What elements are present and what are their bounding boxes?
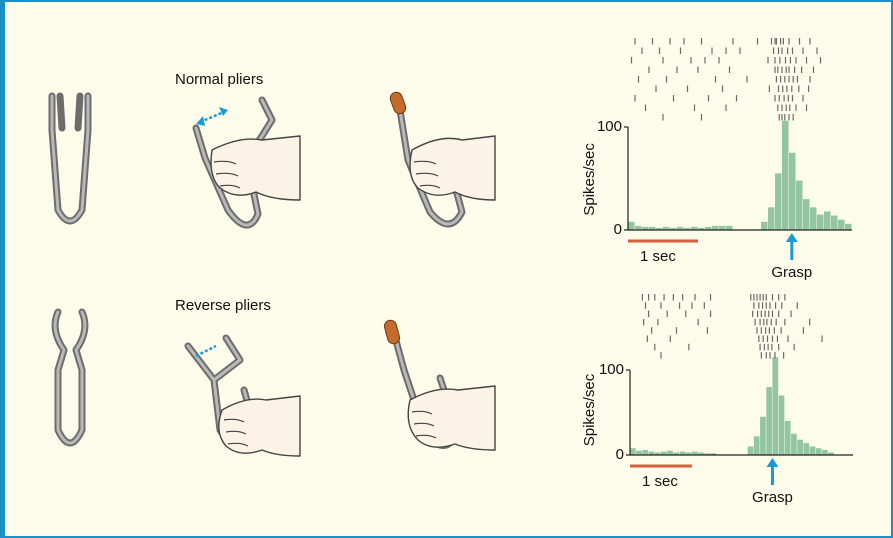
figure: Normal pliers Reverse pliers [0, 0, 893, 538]
bar [779, 396, 785, 456]
bar [817, 215, 824, 230]
bar [761, 222, 768, 230]
y-tick-label: 100 [597, 118, 622, 135]
bar [628, 222, 635, 230]
bar [810, 447, 816, 456]
panel-label: Normal pliers [175, 71, 263, 88]
bar [748, 447, 754, 456]
frame-edge [0, 0, 5, 538]
bar [796, 181, 803, 230]
y-axis-label: Spikes/sec [581, 373, 598, 446]
bar [782, 121, 789, 230]
bar [803, 443, 809, 455]
bar [803, 199, 810, 230]
bar [667, 451, 673, 455]
bar [636, 451, 642, 455]
bar [845, 224, 852, 230]
y-axis-label: Spikes/sec [581, 143, 598, 216]
bar [726, 226, 733, 230]
bar [816, 448, 822, 455]
scale-bar-label: 1 sec [642, 473, 678, 490]
bar [719, 226, 726, 230]
panel-label: Reverse pliers [175, 297, 271, 314]
frame [1, 1, 892, 537]
y-tick-label: 100 [599, 361, 624, 378]
bar [810, 207, 817, 230]
bar [838, 220, 845, 230]
bar [831, 216, 838, 230]
y-tick-label: 0 [614, 221, 622, 238]
annotation-label: Grasp [771, 264, 812, 281]
bar [791, 434, 797, 455]
annotation-label: Grasp [752, 489, 793, 506]
bar [630, 448, 636, 455]
bar [768, 207, 775, 230]
bar [760, 417, 766, 455]
bar [785, 421, 791, 455]
bar [824, 211, 831, 230]
bar [789, 153, 796, 230]
bar [712, 226, 719, 230]
bar [797, 440, 803, 455]
bar [766, 387, 772, 455]
scale-bar-label: 1 sec [640, 248, 676, 265]
bar [635, 226, 642, 230]
bar [775, 173, 782, 230]
y-tick-label: 0 [616, 446, 624, 463]
bar [754, 436, 760, 455]
bar [772, 357, 778, 455]
bar [642, 450, 648, 455]
bar [822, 450, 828, 455]
